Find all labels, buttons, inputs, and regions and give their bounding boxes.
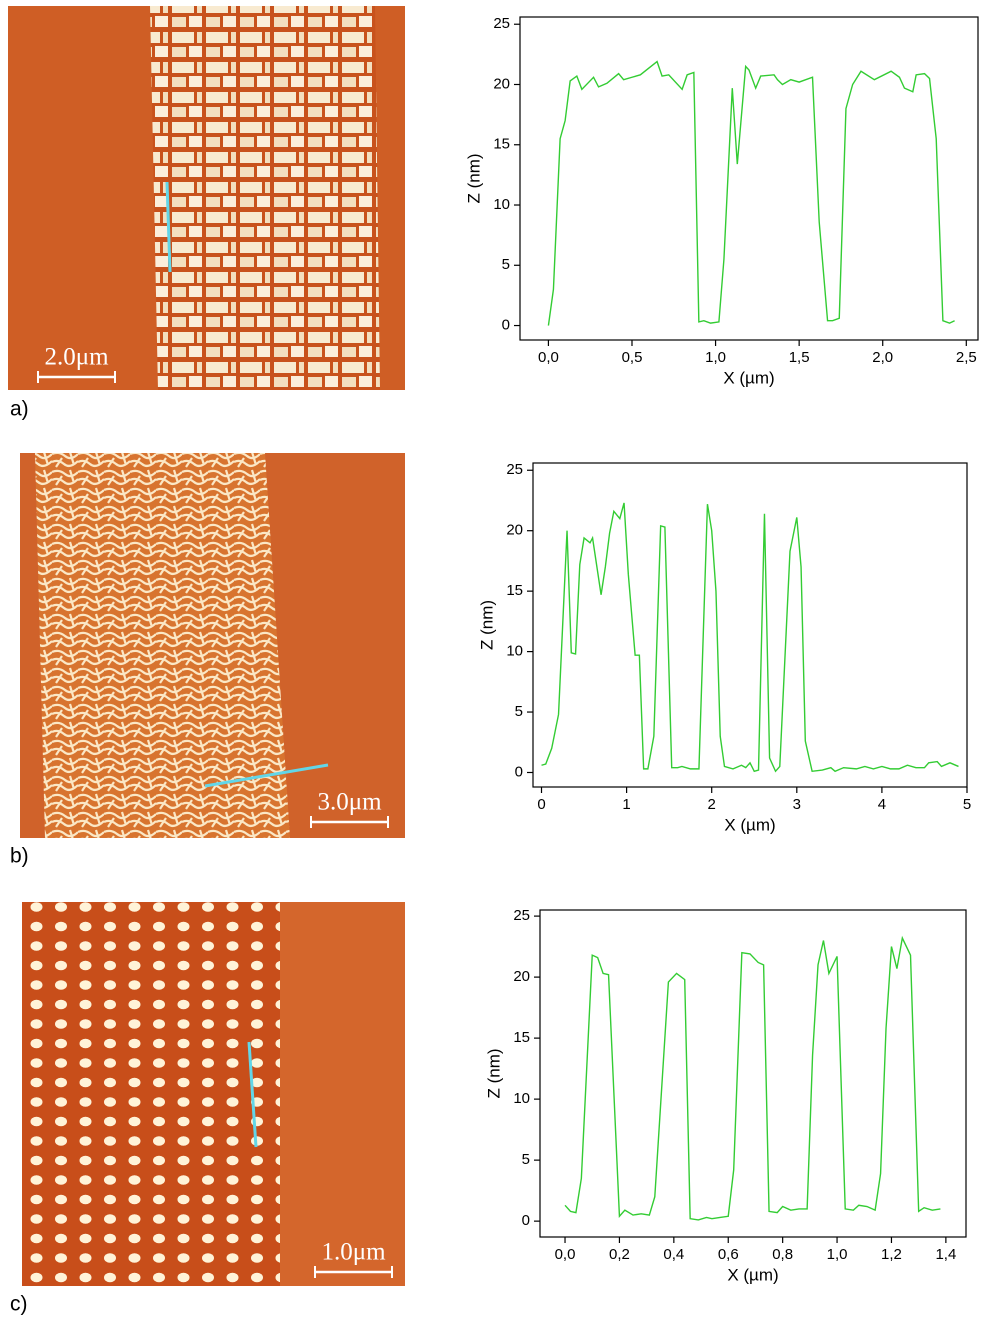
afm-image-c — [22, 902, 405, 1286]
y-tick-label: 25 — [506, 461, 523, 478]
x-tick-label: 1,5 — [789, 349, 810, 366]
y-tick-label: 25 — [493, 15, 510, 32]
panel-label: c) — [10, 1293, 28, 1316]
plot-frame — [532, 462, 968, 788]
data-line — [541, 502, 959, 773]
plot-frame — [539, 909, 967, 1238]
x-axis-label: X (µm) — [724, 815, 775, 834]
y-tick-label: 10 — [493, 196, 510, 213]
afm-image-b — [20, 453, 405, 838]
y-tick-label: 20 — [506, 522, 523, 539]
data-line — [564, 935, 941, 1221]
x-tick-label: 2,5 — [956, 349, 977, 366]
x-tick-label: 5 — [963, 796, 971, 813]
y-tick-label: 25 — [513, 907, 530, 924]
x-tick-label: 0,6 — [718, 1246, 739, 1263]
x-tick-label: 0 — [537, 796, 545, 813]
afm-image-a — [8, 6, 405, 390]
y-axis-label: Z (nm) — [484, 1048, 503, 1098]
x-axis-label: X (µm) — [723, 368, 774, 387]
x-tick-label: 4 — [878, 796, 886, 813]
x-tick-label: 1,0 — [705, 349, 726, 366]
y-tick-label: 10 — [513, 1090, 530, 1107]
x-tick-label: 0,2 — [609, 1246, 630, 1263]
x-tick-label: 1,0 — [827, 1246, 848, 1263]
x-tick-label: 0,0 — [555, 1246, 576, 1263]
y-tick-label: 0 — [522, 1212, 530, 1229]
x-tick-label: 2,0 — [872, 349, 893, 366]
x-tick-label: 0,5 — [622, 349, 643, 366]
y-tick-label: 0 — [502, 317, 510, 334]
y-tick-label: 0 — [515, 763, 523, 780]
y-tick-label: 5 — [515, 703, 523, 720]
y-tick-label: 20 — [513, 968, 530, 985]
x-tick-label: 0,4 — [663, 1246, 684, 1263]
panel-label: a) — [10, 398, 29, 421]
plot-frame — [519, 16, 979, 341]
y-tick-label: 20 — [493, 75, 510, 92]
y-tick-label: 15 — [506, 582, 523, 599]
y-axis-label: Z (nm) — [464, 153, 483, 203]
x-axis-label: X (µm) — [727, 1265, 778, 1284]
x-tick-label: 0,8 — [772, 1246, 793, 1263]
scale-bar-label: 1.0μm — [321, 1239, 386, 1266]
x-tick-label: 1,4 — [935, 1246, 956, 1263]
x-tick-label: 1 — [622, 796, 630, 813]
panel-label: b) — [10, 845, 29, 868]
y-tick-label: 10 — [506, 643, 523, 660]
y-tick-label: 15 — [513, 1029, 530, 1046]
x-tick-label: 1,2 — [881, 1246, 902, 1263]
y-tick-label: 15 — [493, 136, 510, 153]
x-tick-label: 3 — [793, 796, 801, 813]
scale-bar-label: 3.0μm — [317, 789, 382, 816]
scale-bar-label: 2.0μm — [44, 344, 109, 371]
y-tick-label: 5 — [502, 256, 510, 273]
y-tick-label: 5 — [522, 1151, 530, 1168]
x-tick-label: 0,0 — [538, 349, 559, 366]
x-tick-label: 2 — [708, 796, 716, 813]
y-axis-label: Z (nm) — [477, 600, 496, 650]
data-line — [547, 60, 955, 326]
